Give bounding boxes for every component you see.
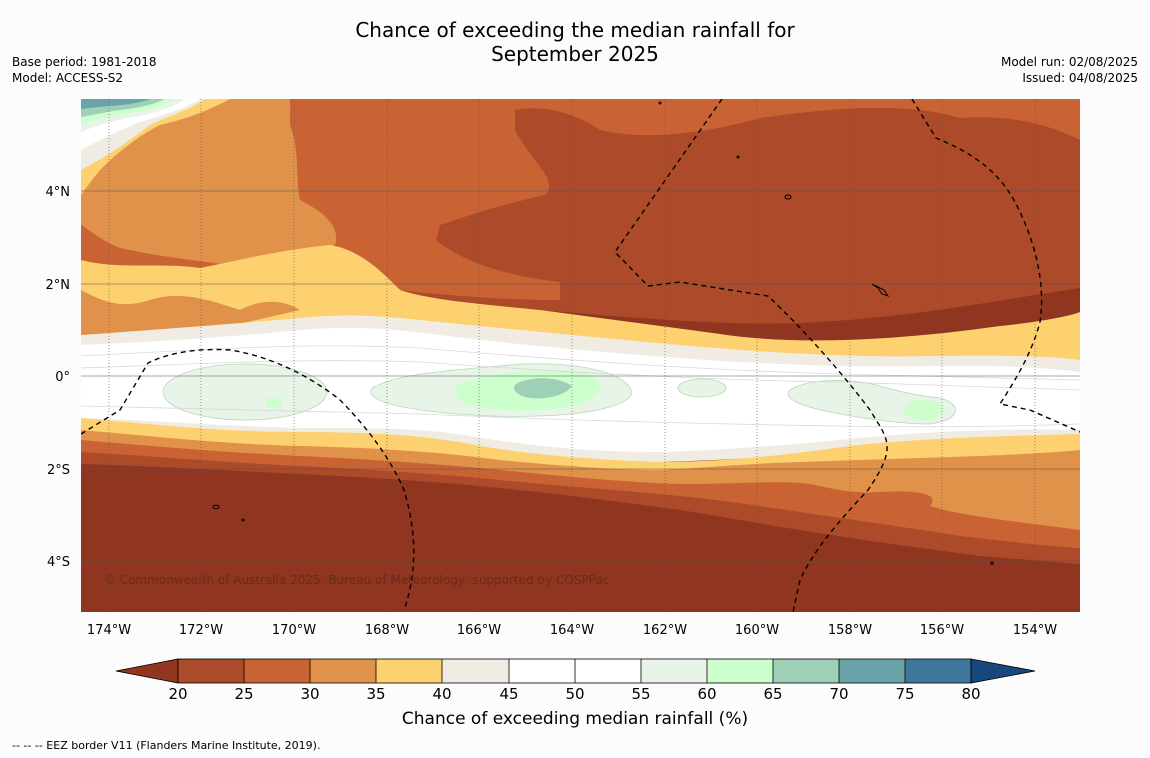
lon-labels: 174°W 172°W 170°W 168°W 166°W 164°W 162°… xyxy=(87,623,1057,638)
islands xyxy=(212,101,994,565)
lon-label-170w: 170°W xyxy=(272,623,316,638)
wet-blob-west-core xyxy=(266,397,282,409)
colorbar-tick-25: 25 xyxy=(234,685,253,703)
meta-right: Model run: 02/08/2025 Issued: 04/08/2025 xyxy=(1001,54,1138,86)
colorbar-tick-65: 65 xyxy=(763,685,782,703)
colorbar-bin-20-25 xyxy=(178,659,244,683)
colorbar-bin-75-80 xyxy=(905,659,971,683)
lon-label-154w: 154°W xyxy=(1013,623,1057,638)
lat-label-0: 0° xyxy=(55,370,70,385)
lon-label-164w: 164°W xyxy=(550,623,594,638)
model-name: Model: ACCESS-S2 xyxy=(12,71,124,85)
base-period: Base period: 1981-2018 xyxy=(12,55,157,69)
lat-label-4n: 4°N xyxy=(46,185,71,200)
colorbar: 20 25 30 35 40 45 50 55 60 65 70 75 80 xyxy=(115,658,1036,703)
title-line-2: September 2025 xyxy=(491,42,659,66)
lon-label-166w: 166°W xyxy=(457,623,501,638)
lon-label-162w: 162°W xyxy=(643,623,687,638)
colorbar-bin-55-60 xyxy=(641,659,707,683)
band-north-30-35 xyxy=(81,99,337,265)
eez-legend-note: -- -- -- EEZ border V11 (Flanders Marine… xyxy=(12,739,321,752)
colorbar-tick-45: 45 xyxy=(499,685,518,703)
lon-label-156w: 156°W xyxy=(920,623,964,638)
colorbar-tick-35: 35 xyxy=(366,685,385,703)
colorbar-tick-75: 75 xyxy=(895,685,914,703)
colorbar-bin-65-70 xyxy=(773,659,839,683)
lon-label-174w: 174°W xyxy=(87,623,131,638)
colorbar-tick-30: 30 xyxy=(300,685,319,703)
colorbar-bin-45-50 xyxy=(509,659,575,683)
lat-labels: 4°N 2°N 0° 2°S 4°S xyxy=(46,185,71,570)
lon-label-172w: 172°W xyxy=(179,623,223,638)
colorbar-tick-55: 55 xyxy=(631,685,650,703)
colorbar-bin-50-55 xyxy=(575,659,641,683)
colorbar-label: Chance of exceeding median rainfall (%) xyxy=(401,709,749,729)
map-area: © Commonwealth of Australia 2025, Bureau… xyxy=(81,99,1080,612)
colorbar-bin-30-35 xyxy=(310,659,376,683)
colorbar-bin-25-30 xyxy=(244,659,310,683)
band-south-below-20 xyxy=(81,464,1080,612)
issued-date: Issued: 04/08/2025 xyxy=(1022,71,1138,85)
colorbar-tick-60: 60 xyxy=(697,685,716,703)
lat-label-4s: 4°S xyxy=(47,555,70,570)
graticule xyxy=(81,99,1080,612)
colorbar-tick-80: 80 xyxy=(961,685,980,703)
band-north-70-75 xyxy=(81,99,150,109)
meta-left: Base period: 1981-2018 Model: ACCESS-S2 xyxy=(12,54,157,86)
eez-borders xyxy=(81,99,1080,612)
colorbar-tick-70: 70 xyxy=(829,685,848,703)
contour-lines xyxy=(81,345,1080,428)
colorbar-tick-20: 20 xyxy=(168,685,187,703)
lat-label-2n: 2°N xyxy=(46,278,71,293)
wet-blob-east-small xyxy=(677,378,727,398)
title-line-1: Chance of exceeding the median rainfall … xyxy=(355,18,795,42)
colorbar-tick-40: 40 xyxy=(432,685,451,703)
copyright-text: © Commonwealth of Australia 2025, Bureau… xyxy=(104,573,609,587)
colorbar-bin-40-45 xyxy=(442,659,509,683)
wet-blob-east-core xyxy=(904,400,944,420)
lon-label-158w: 158°W xyxy=(828,623,872,638)
colorbar-bin-35-40 xyxy=(376,659,442,683)
colorbar-extend-low xyxy=(115,658,179,684)
wet-blob-central-65 xyxy=(514,378,572,399)
chart-title: Chance of exceeding the median rainfall … xyxy=(0,18,1150,66)
colorbar-bin-70-75 xyxy=(839,659,905,683)
lat-label-2s: 2°S xyxy=(47,463,70,478)
model-run: Model run: 02/08/2025 xyxy=(1000,55,1138,69)
lon-label-168w: 168°W xyxy=(365,623,409,638)
wet-blob-west xyxy=(162,363,328,421)
colorbar-bin-60-65 xyxy=(707,659,773,683)
lon-label-160w: 160°W xyxy=(735,623,779,638)
colorbar-tick-50: 50 xyxy=(565,685,584,703)
colorbar-extend-high xyxy=(970,658,1036,684)
